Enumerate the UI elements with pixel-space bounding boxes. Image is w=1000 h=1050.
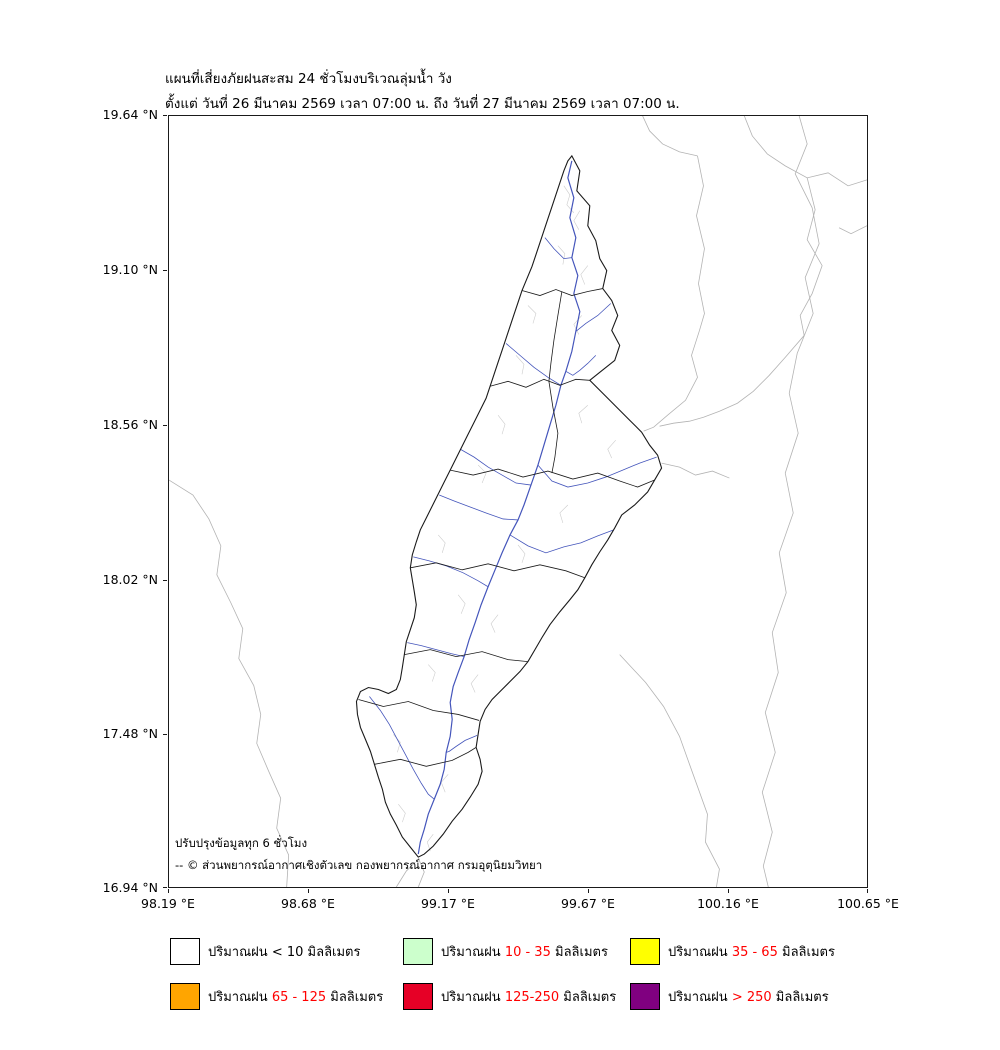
legend-swatch-35-65 xyxy=(630,938,660,965)
x-axis-label: 100.16 °E xyxy=(697,896,759,911)
legend-prefix: ปริมาณฝน xyxy=(668,990,728,1005)
y-axis-label: 18.02 °N xyxy=(102,572,158,587)
legend-swatch-10-35 xyxy=(403,938,433,965)
legend-item-lt-10: ปริมาณฝน < 10 มิลลิเมตร xyxy=(170,938,360,965)
legend-range: 10 - 35 xyxy=(504,945,551,960)
map-title: แผนที่เสี่ยงภัยฝนสะสม 24 ชั่วโมงบริเวณลุ… xyxy=(165,71,452,87)
y-tick xyxy=(163,115,167,116)
legend-swatch-65-125 xyxy=(170,983,200,1010)
y-axis-label: 17.48 °N xyxy=(102,726,158,741)
legend-item-125-250: ปริมาณฝน 125-250 มิลลิเมตร xyxy=(403,983,616,1010)
y-axis-label: 16.94 °N xyxy=(102,880,158,895)
legend-prefix: ปริมาณฝน xyxy=(668,945,728,960)
legend-range: > 250 xyxy=(731,990,772,1005)
legend-item-10-35: ปริมาณฝน 10 - 35 มิลลิเมตร xyxy=(403,938,608,965)
rivers xyxy=(369,160,657,855)
x-tick xyxy=(308,889,309,893)
y-tick xyxy=(163,734,167,735)
province-borders xyxy=(169,116,867,887)
legend-suffix: มิลลิเมตร xyxy=(563,990,617,1005)
y-tick xyxy=(163,580,167,581)
legend-prefix: ปริมาณฝน xyxy=(441,990,501,1005)
main-river xyxy=(417,160,581,855)
legend-prefix: ปริมาณฝน xyxy=(208,945,268,960)
legend-item-65-125: ปริมาณฝน 65 - 125 มิลลิเมตร xyxy=(170,983,383,1010)
sub-basin-borders xyxy=(358,288,655,767)
legend-swatch-125-250 xyxy=(403,983,433,1010)
y-axis-label: 18.56 °N xyxy=(102,417,158,432)
legend-label: ปริมาณฝน 35 - 65 มิลลิเมตร xyxy=(668,941,835,962)
x-tick xyxy=(728,889,729,893)
source-credit-note: -- © ส่วนพยากรณ์อากาศเชิงตัวเลข กองพยากร… xyxy=(175,858,543,872)
legend-item-35-65: ปริมาณฝน 35 - 65 มิลลิเมตร xyxy=(630,938,835,965)
y-tick xyxy=(163,270,167,271)
legend-prefix: ปริมาณฝน xyxy=(441,945,501,960)
update-interval-note: ปรับปรุงข้อมูลทุก 6 ชั่วโมง xyxy=(175,836,308,850)
legend-suffix: มิลลิเมตร xyxy=(782,945,835,960)
legend-label: ปริมาณฝน > 250 มิลลิเมตร xyxy=(668,986,829,1007)
legend-label: ปริมาณฝน < 10 มิลลิเมตร xyxy=(208,941,360,962)
x-axis-label: 100.65 °E xyxy=(837,896,899,911)
legend-range: < 10 xyxy=(271,945,304,960)
minor-streams xyxy=(393,185,616,852)
map-subtitle: ตั้งแต่ วันที่ 26 มีนาคม 2569 เวลา 07:00… xyxy=(165,96,680,112)
y-tick xyxy=(163,425,167,426)
basin-map-svg xyxy=(169,116,867,887)
basin-outline xyxy=(355,154,663,858)
legend-prefix: ปริมาณฝน xyxy=(208,990,268,1005)
x-axis-label: 98.68 °E xyxy=(281,896,335,911)
legend-item-gt-250: ปริมาณฝน > 250 มิลลิเมตร xyxy=(630,983,829,1010)
legend-suffix: มิลลิเมตร xyxy=(307,945,361,960)
legend-suffix: มิลลิเมตร xyxy=(555,945,608,960)
y-axis-label: 19.64 °N xyxy=(102,107,158,122)
legend-suffix: มิลลิเมตร xyxy=(330,990,384,1005)
x-tick xyxy=(448,889,449,893)
y-tick xyxy=(163,887,167,888)
legend-range: 65 - 125 xyxy=(271,990,327,1005)
y-axis-label: 19.10 °N xyxy=(102,262,158,277)
x-tick xyxy=(867,889,868,893)
legend-swatch-lt-10 xyxy=(170,938,200,965)
x-axis-label: 99.67 °E xyxy=(561,896,615,911)
x-tick xyxy=(588,889,589,893)
legend-range: 125-250 xyxy=(504,990,560,1005)
map-plot-area: ปรับปรุงข้อมูลทุก 6 ชั่วโมง -- © ส่วนพยา… xyxy=(168,115,868,888)
x-axis-label: 98.19 °E xyxy=(141,896,195,911)
legend-label: ปริมาณฝน 125-250 มิลลิเมตร xyxy=(441,986,616,1007)
x-axis-label: 99.17 °E xyxy=(421,896,475,911)
x-tick xyxy=(168,889,169,893)
legend-label: ปริมาณฝน 10 - 35 มิลลิเมตร xyxy=(441,941,608,962)
legend-suffix: มิลลิเมตร xyxy=(775,990,829,1005)
legend-range: 35 - 65 xyxy=(731,945,778,960)
legend-swatch-gt-250 xyxy=(630,983,660,1010)
legend-label: ปริมาณฝน 65 - 125 มิลลิเมตร xyxy=(208,986,383,1007)
